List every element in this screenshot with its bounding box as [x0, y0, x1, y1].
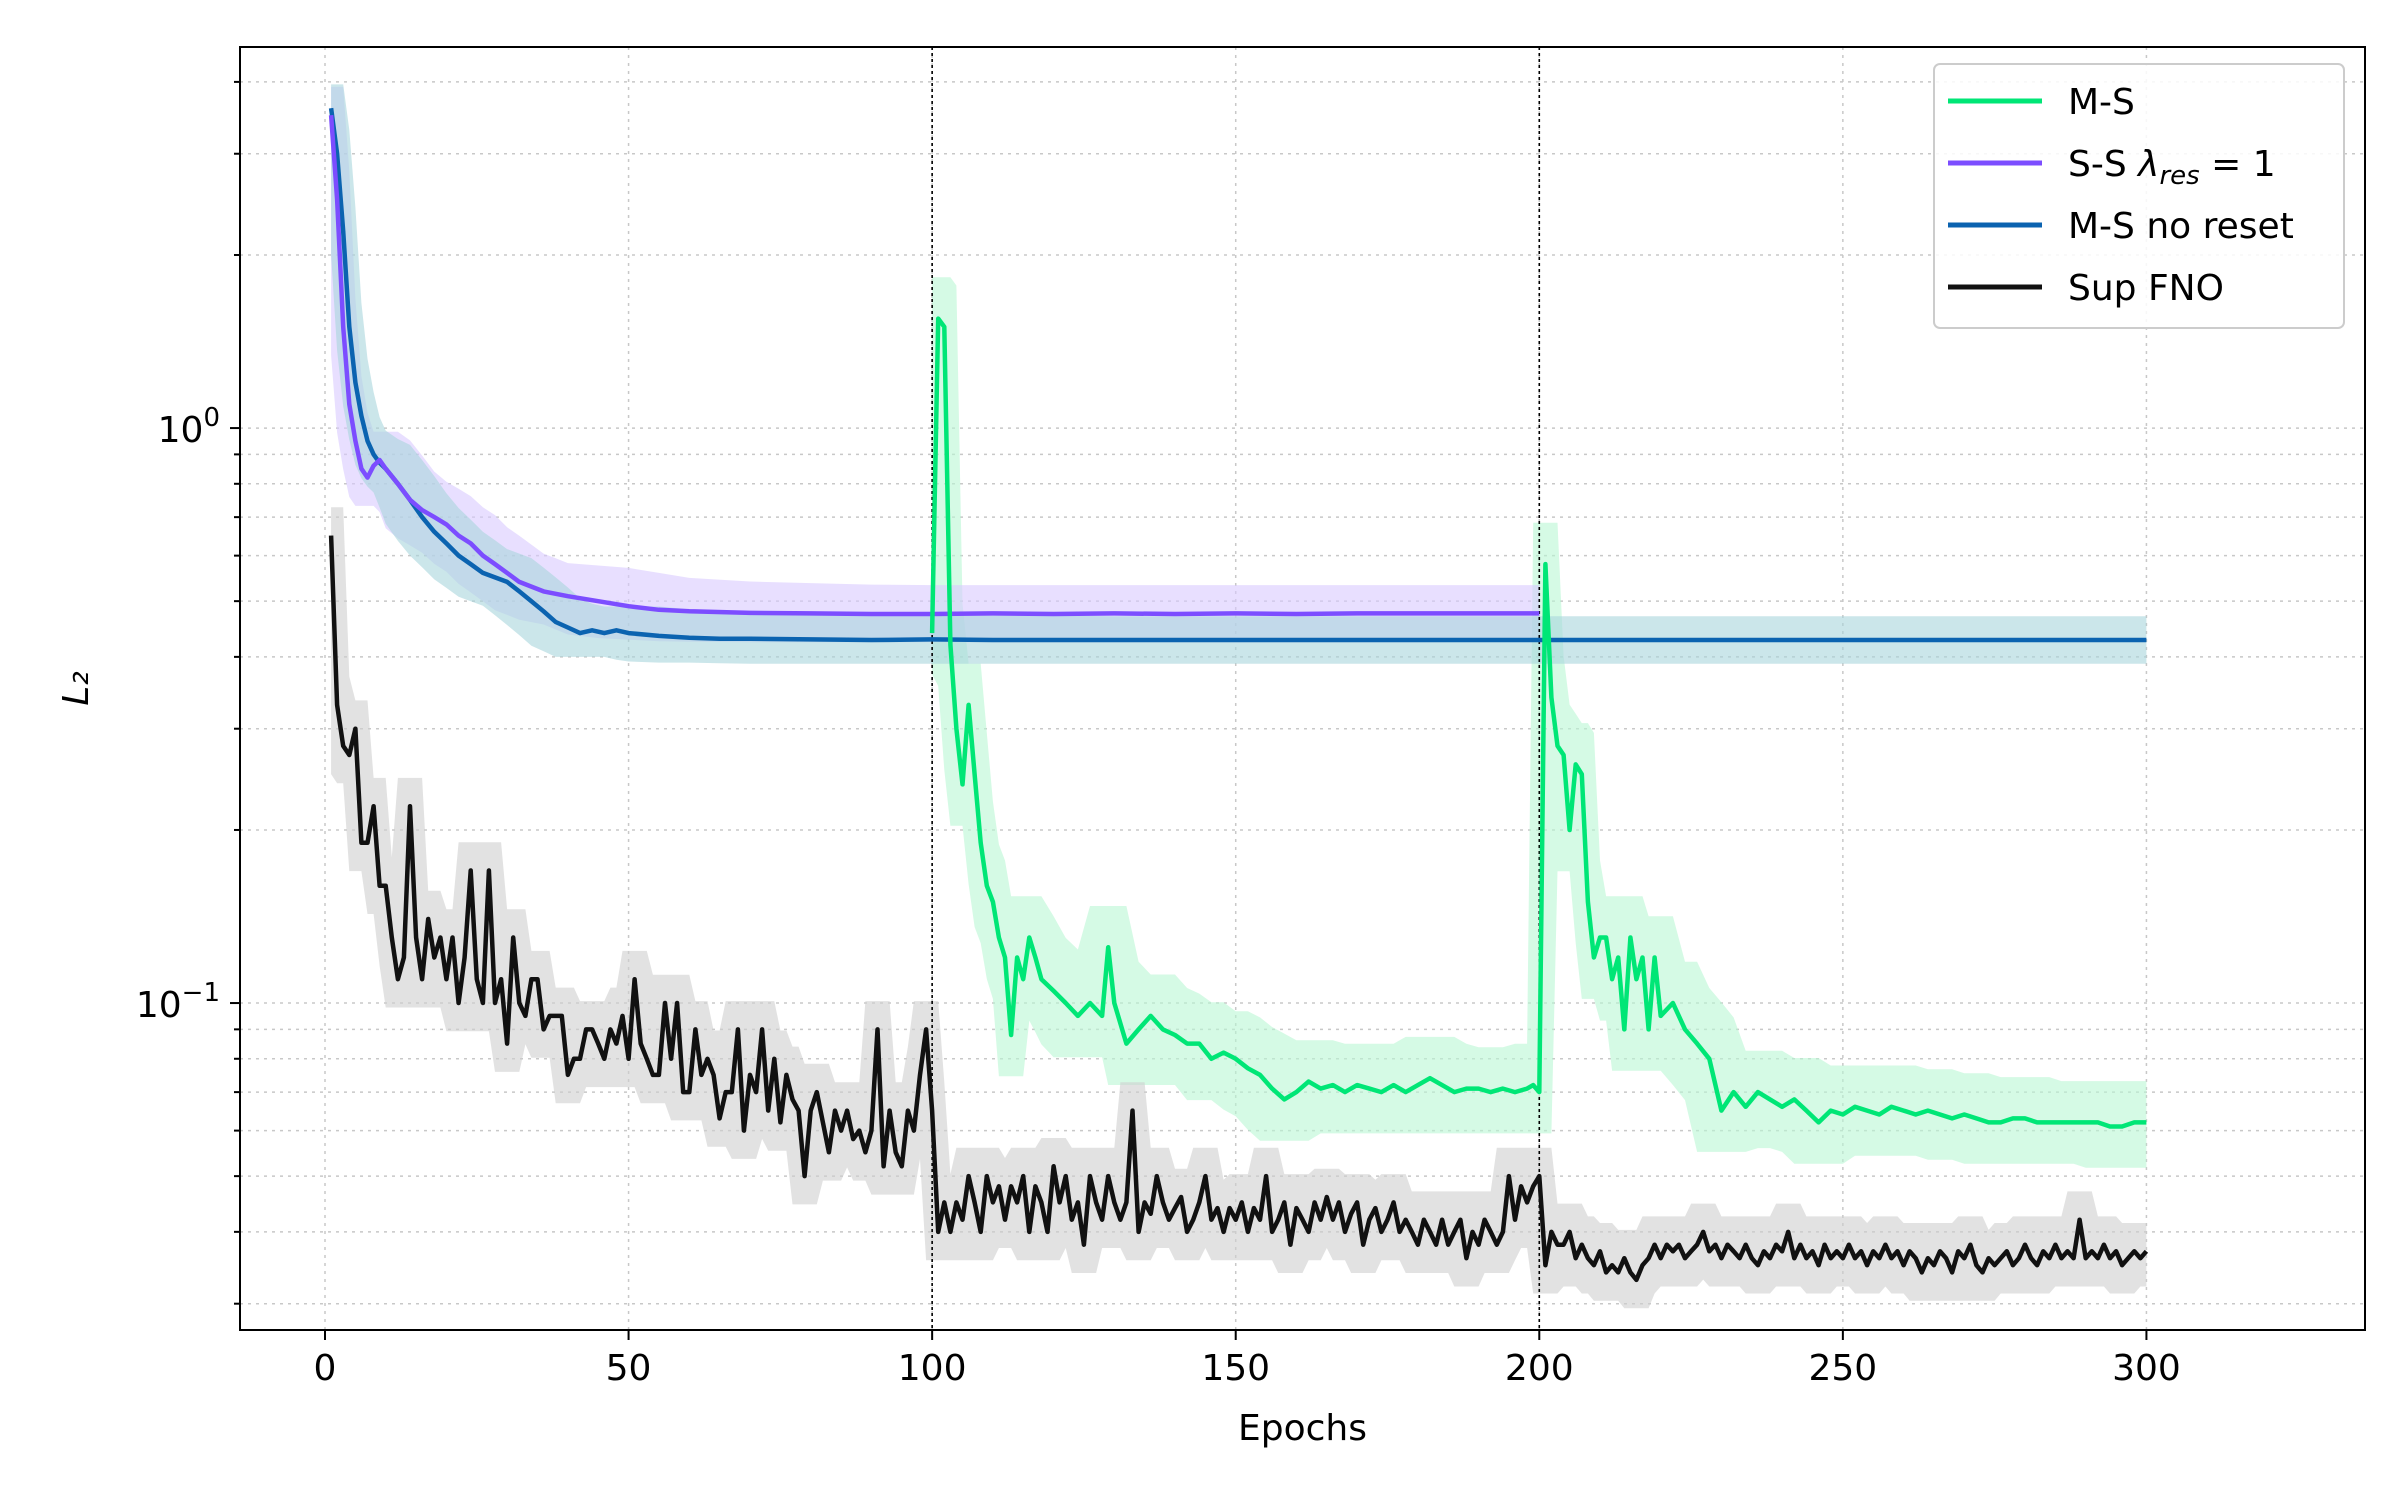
series-line-sup-fno: [328, 535, 2149, 1283]
band-sup-fno: [331, 507, 2147, 1309]
x-tick-label: 0: [314, 1348, 337, 1389]
y-axis-label: L₂: [56, 671, 97, 706]
x-axis-label: Epochs: [1238, 1408, 1367, 1449]
legend-label-ms: M-S: [2068, 82, 2135, 123]
x-tick-label: 50: [606, 1348, 652, 1389]
x-tick-label: 200: [1505, 1348, 1574, 1389]
legend-label-ms-no-reset: M-S no reset: [2068, 206, 2294, 247]
legend-label-ss: S-S λres = 1: [2068, 144, 2276, 191]
legend-box: [1933, 63, 2345, 329]
series-line-ss: [328, 115, 1540, 617]
x-tick-label: 150: [1201, 1348, 1270, 1389]
series-layer: [328, 107, 2149, 1283]
series-line-ms: [929, 316, 2147, 1129]
y-tick-label: 100: [158, 403, 220, 451]
legend-items: M-S S-S λres = 1 M-S no reset Sup FNO: [1948, 82, 2294, 309]
legend: M-S S-S λres = 1 M-S no reset Sup FNO: [1933, 63, 2345, 329]
x-tick-label: 250: [1808, 1348, 1877, 1389]
legend-label-sup-fno: Sup FNO: [2068, 268, 2224, 309]
band-ss: [331, 86, 1540, 643]
x-tick-label: 100: [898, 1348, 967, 1389]
y-tick-label: 10−1: [136, 978, 220, 1026]
ticks-layer: 0 50 100 150 200 250 300 10−1 100: [136, 80, 2181, 1389]
x-tick-label: 300: [2112, 1348, 2181, 1389]
band-ms-no-reset: [331, 84, 2147, 664]
plot-frame: [239, 46, 2366, 1331]
bands-layer: [331, 84, 2147, 1309]
band-ms: [932, 277, 2147, 1168]
